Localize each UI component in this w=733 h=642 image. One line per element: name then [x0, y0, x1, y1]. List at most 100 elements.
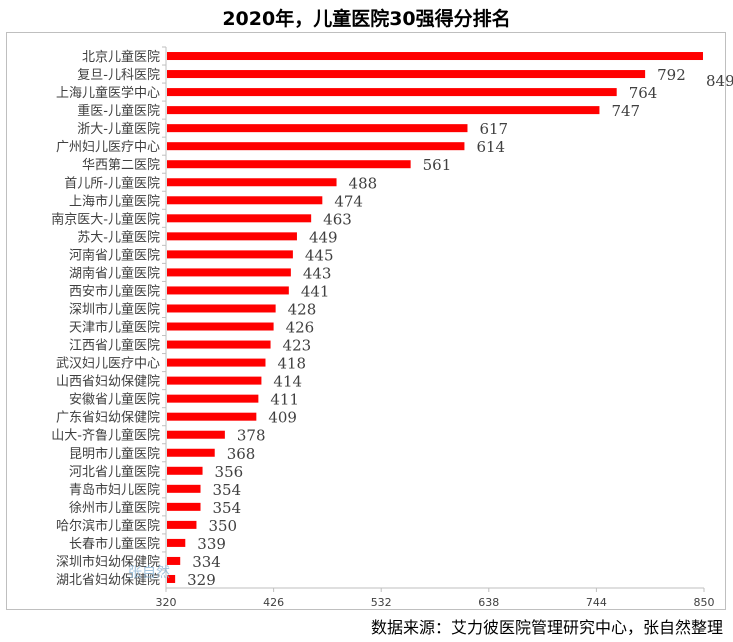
value-label: 350: [208, 517, 237, 535]
bar: [167, 394, 259, 403]
category-label: 上海儿童医学中心: [56, 85, 160, 101]
x-tick-label: 320: [156, 596, 177, 609]
category-label: 广州妇儿医疗中心: [56, 139, 160, 155]
source-note: 数据来源：艾力彼医院管理研究中心，张自然整理: [370, 618, 723, 637]
category-label: 湖南省儿童医院: [69, 265, 160, 281]
category-label: 深圳市儿童医院: [69, 301, 160, 317]
value-label: 443: [303, 264, 332, 282]
category-label: 安徽省儿童医院: [69, 392, 160, 408]
category-label: 天津市儿童医院: [69, 320, 160, 336]
bar: [167, 466, 203, 475]
bar: [167, 556, 181, 565]
category-label: 武汉妇儿医疗中心: [56, 356, 160, 372]
value-label: 792: [657, 66, 686, 84]
value-label: 409: [268, 409, 297, 427]
value-label: 329: [187, 571, 216, 589]
chart-title: 2020年，儿童医院30强得分排名: [222, 8, 511, 30]
watermark: 张自然: [128, 564, 170, 581]
bar: [167, 52, 703, 61]
value-label: 428: [288, 300, 317, 318]
bar: [167, 412, 257, 421]
bar: [167, 124, 468, 133]
value-label: 414: [273, 373, 302, 391]
bar: [167, 322, 274, 331]
bar: [167, 160, 411, 169]
category-label: 北京儿童医院: [82, 49, 160, 65]
value-label: 614: [476, 138, 505, 156]
category-label: 湖北省妇幼保健院: [56, 572, 160, 588]
bar: [167, 196, 323, 205]
value-label: 449: [309, 228, 338, 246]
value-label: 561: [423, 156, 452, 174]
category-label: 山大-齐鲁儿童医院: [51, 428, 160, 444]
bar: [167, 376, 262, 385]
category-label: 昆明市儿童医院: [69, 446, 160, 462]
x-tick-label: 532: [371, 596, 392, 609]
value-label: 488: [349, 174, 378, 192]
category-label: 南京医大-儿童医院: [51, 211, 160, 227]
category-label: 徐州市儿童医院: [69, 500, 160, 516]
category-label: 长春市儿童医院: [69, 536, 160, 552]
category-label: 苏大-儿童医院: [77, 229, 160, 245]
value-label: 441: [301, 282, 330, 300]
value-label: 334: [192, 553, 221, 571]
bar: [167, 430, 225, 439]
x-tick-label: 426: [263, 596, 284, 609]
bar: [167, 484, 201, 493]
category-label: 华西第二医院: [82, 158, 160, 173]
value-label: 474: [334, 192, 363, 210]
bar: [167, 520, 197, 529]
bar: [167, 142, 465, 151]
value-label: 423: [283, 337, 312, 355]
bar: [167, 232, 297, 241]
value-label: 368: [227, 445, 256, 463]
bar: [167, 574, 176, 583]
bar: [167, 286, 289, 295]
category-label: 上海市儿童医院: [69, 193, 160, 209]
bar: [167, 88, 617, 97]
category-label: 广东省妇幼保健院: [56, 410, 160, 426]
category-label: 青岛市妇儿医院: [69, 482, 160, 498]
category-label: 复旦-儿科医院: [77, 68, 160, 83]
bar: [167, 268, 291, 277]
value-label: 411: [270, 391, 299, 409]
value-label: 463: [323, 210, 352, 228]
value-label: 378: [237, 427, 266, 445]
value-label: 339: [197, 535, 226, 553]
value-label: 445: [305, 246, 334, 264]
category-label: 重医-儿童医院: [77, 103, 160, 119]
category-label: 浙大-儿童医院: [77, 121, 160, 137]
bar: [167, 250, 293, 259]
value-label: 426: [286, 319, 315, 337]
bar: [167, 358, 266, 367]
chart-frame: [6, 32, 726, 610]
value-label: 617: [479, 120, 508, 138]
category-label: 哈尔滨市儿童医院: [56, 518, 160, 534]
bar: [167, 538, 186, 547]
category-label: 首儿所-儿童医院: [64, 175, 160, 191]
value-label: 354: [213, 499, 242, 517]
bar: [167, 70, 646, 79]
value-label: 418: [277, 355, 306, 373]
bar: [167, 178, 337, 187]
bar: [167, 106, 600, 115]
category-label: 西安市儿童医院: [69, 283, 160, 299]
x-tick-label: 744: [586, 596, 607, 609]
bar: [167, 304, 276, 313]
value-label: 354: [213, 481, 242, 499]
category-label: 山西省妇幼保健院: [56, 374, 160, 390]
category-label: 河南省儿童医院: [69, 247, 160, 263]
x-tick-label: 638: [478, 596, 499, 609]
bar: [167, 448, 215, 457]
category-label: 江西省儿童医院: [69, 338, 160, 354]
category-label: 深圳市妇幼保健院: [56, 554, 160, 570]
category-label: 河北省儿童医院: [69, 464, 160, 480]
value-label: 849: [706, 72, 733, 90]
bar: [167, 214, 312, 223]
value-label: 747: [611, 102, 640, 120]
bar: [167, 502, 201, 511]
bar: [167, 340, 271, 349]
x-tick-label: 850: [694, 596, 715, 609]
value-label: 356: [215, 463, 244, 481]
